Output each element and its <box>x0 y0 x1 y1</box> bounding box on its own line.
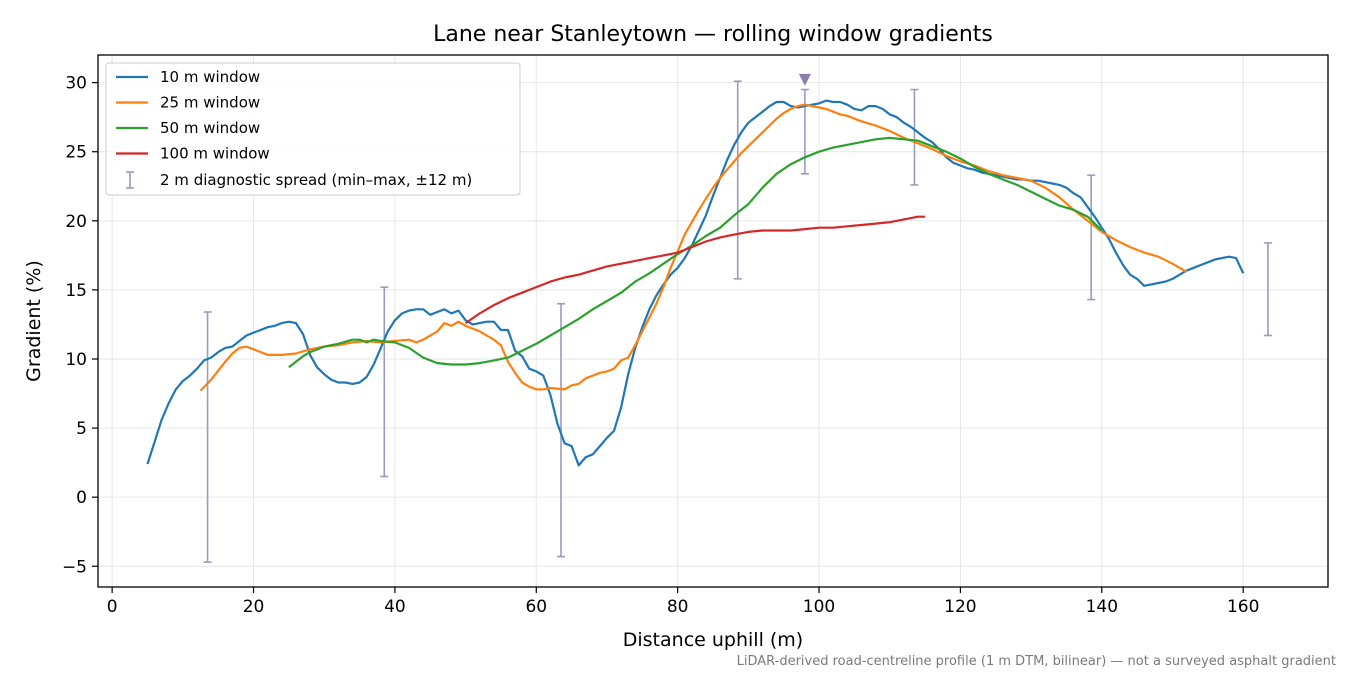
x-tick-label: 0 <box>107 597 118 617</box>
legend-label-3: 50 m window <box>160 119 260 137</box>
series-line-3 <box>288 136 1103 369</box>
peak-marker <box>798 73 811 86</box>
y-tick-label: 5 <box>76 419 87 439</box>
x-tick-label: 20 <box>243 597 265 617</box>
x-tick-label: 140 <box>1086 597 1118 617</box>
footnote: LiDAR-derived road-centreline profile (1… <box>737 654 1336 669</box>
y-tick-label: 10 <box>65 350 87 370</box>
x-axis-label: Distance uphill (m) <box>623 629 803 651</box>
legend-label-4: 100 m window <box>160 145 270 163</box>
error-bar <box>910 88 919 186</box>
series-lines <box>146 99 1245 467</box>
y-tick-label: 30 <box>65 74 87 94</box>
y-tick-label: 15 <box>65 281 87 301</box>
legend-label-1: 10 m window <box>160 68 260 86</box>
legend-swatch-errorbar <box>126 171 134 189</box>
x-tick-label: 40 <box>384 597 406 617</box>
chart-title: Lane near Stanleytown — rolling window g… <box>433 22 993 47</box>
x-tick-label: 160 <box>1227 597 1259 617</box>
error-bar <box>1263 242 1272 337</box>
x-tick-label: 100 <box>803 597 835 617</box>
y-tick-label: 25 <box>65 143 87 163</box>
x-tick-label: 120 <box>944 597 976 617</box>
error-bar <box>380 286 389 478</box>
x-tick-label: 60 <box>525 597 547 617</box>
legend-label-errorbar: 2 m diagnostic spread (min–max, ±12 m) <box>160 171 472 189</box>
y-tick-label: 20 <box>65 212 87 232</box>
series-line-4 <box>464 215 926 325</box>
error-bars <box>203 80 1272 563</box>
grid-lines <box>98 55 1328 587</box>
y-tick-label: −5 <box>62 557 87 577</box>
y-axis-ticks: −5 0 5 10 15 20 25 30 <box>62 74 98 577</box>
legend-box <box>105 62 521 196</box>
peak-marker-group <box>798 73 811 86</box>
x-axis-ticks: 0 20 40 60 80 100 120 140 160 <box>107 587 1259 617</box>
legend-label-2: 25 m window <box>160 94 260 112</box>
plot-frame <box>97 54 1329 588</box>
x-tick-label: 80 <box>667 597 689 617</box>
y-axis-label: Gradient (%) <box>23 260 45 382</box>
y-tick-label: 0 <box>76 488 87 508</box>
series-line-1 <box>146 99 1245 467</box>
legend: 10 m window 25 m window 50 m window 100 m w… <box>105 62 521 196</box>
error-bar <box>557 302 566 558</box>
error-bar <box>1087 174 1096 301</box>
series-line-2 <box>199 103 1188 392</box>
error-bar <box>800 88 809 175</box>
error-bar <box>733 80 742 280</box>
error-bar <box>203 311 212 563</box>
